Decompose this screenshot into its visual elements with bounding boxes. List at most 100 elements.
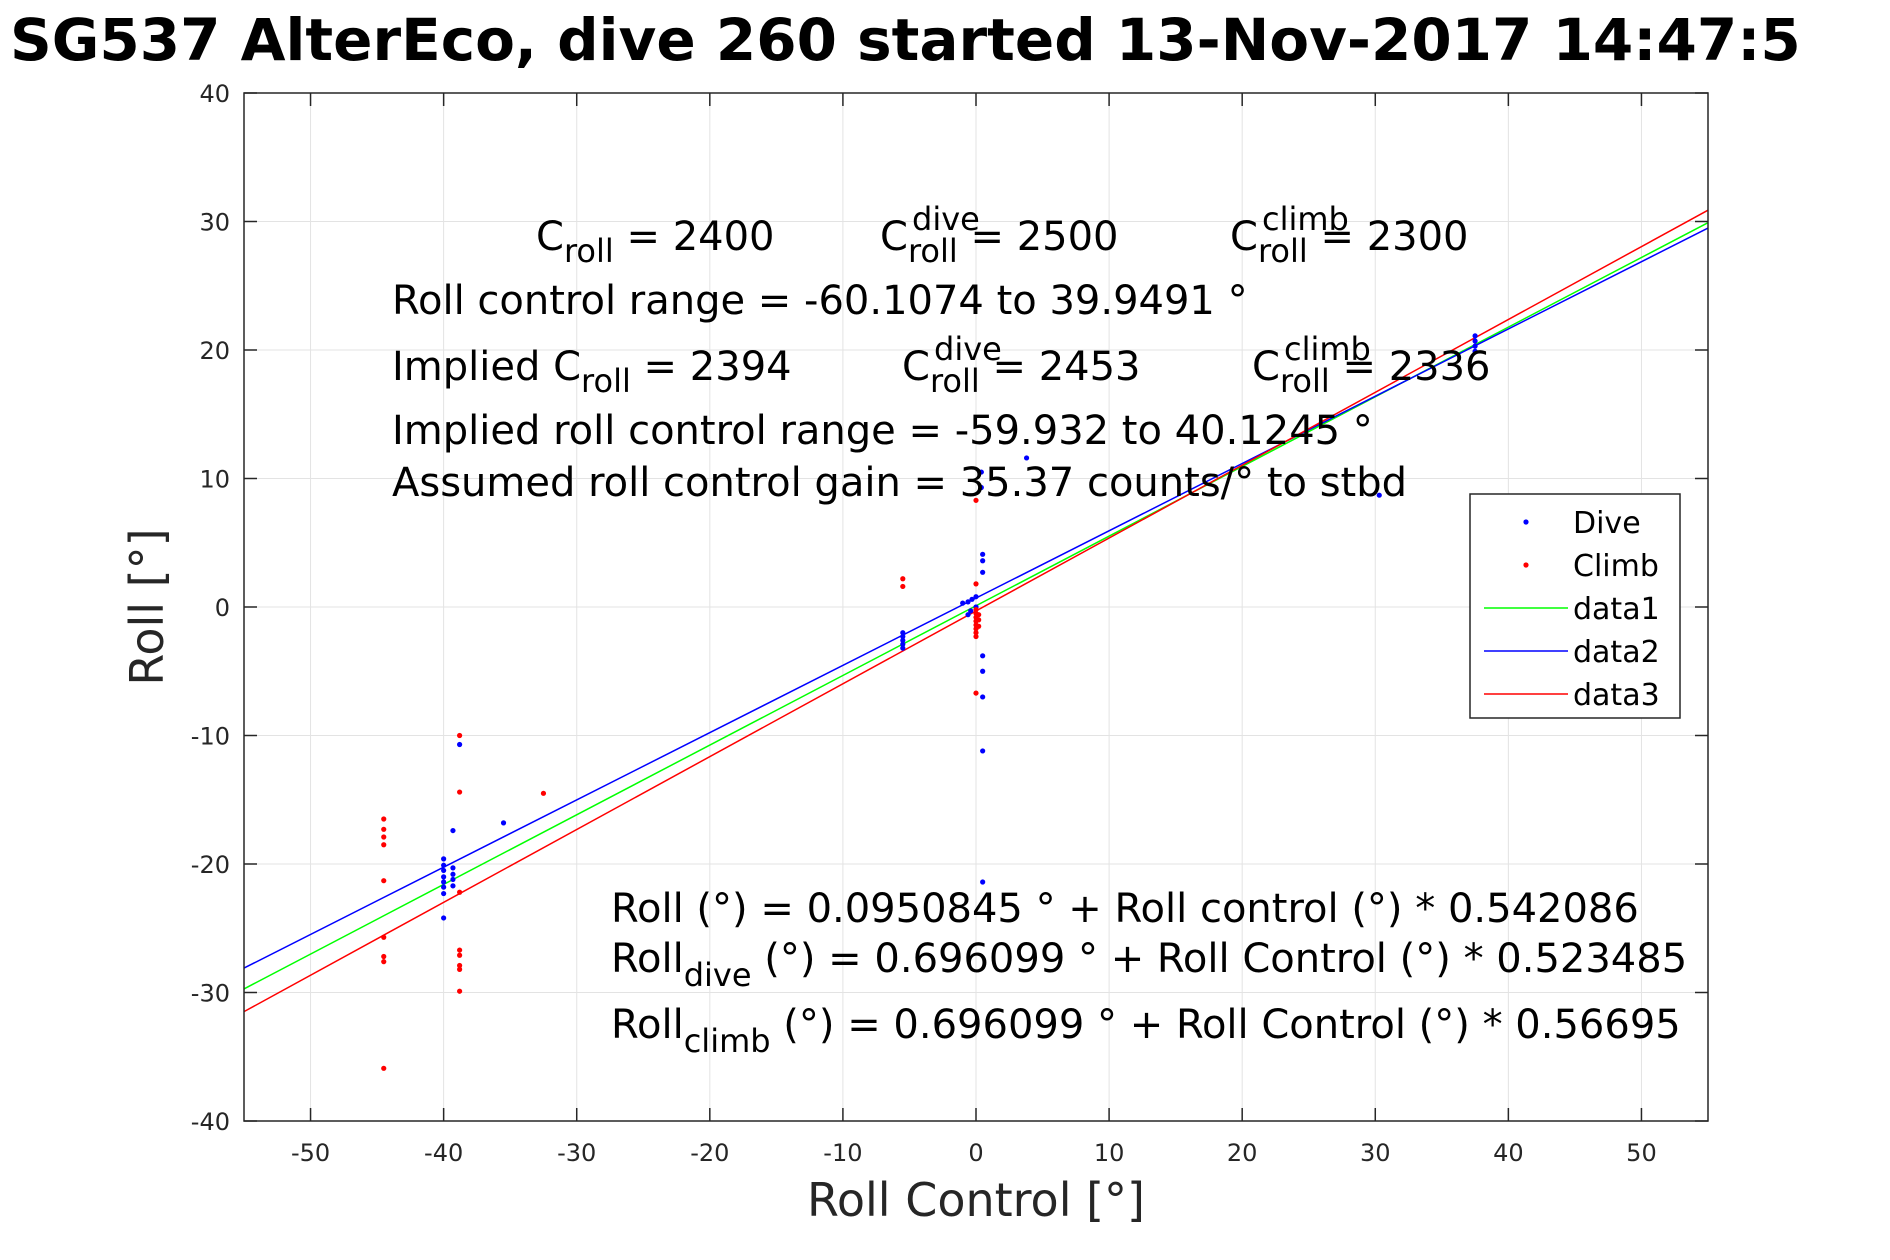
point-dive (450, 883, 456, 889)
point-climb (381, 1065, 387, 1071)
point-dive (968, 608, 974, 614)
point-climb (457, 988, 463, 994)
point-dive (450, 871, 456, 877)
legend-label-data3: data3 (1573, 678, 1660, 713)
point-climb (381, 953, 387, 960)
point-dive (980, 653, 986, 659)
plot-frame (243, 92, 1709, 1122)
point-dive (441, 884, 447, 890)
point-climb (976, 612, 982, 618)
point-dive (450, 865, 456, 871)
y-tick-label: 30 (199, 209, 230, 237)
point-climb (973, 606, 979, 613)
point-dive (441, 874, 447, 880)
legend-label-climb: Climb (1573, 549, 1659, 584)
point-dive (900, 637, 906, 644)
point-dive (980, 668, 986, 674)
point-dive (1376, 492, 1382, 498)
implied-climb-sup: climb (1284, 330, 1371, 368)
point-dive (900, 633, 906, 640)
point-climb (457, 889, 463, 895)
c-roll-text: Croll = 2400 (536, 214, 775, 270)
legend: Dive Climb data1 data2 data3 (1469, 493, 1681, 719)
point-dive (965, 599, 971, 605)
legend-box (1469, 493, 1681, 719)
x-tick-label: 30 (1360, 1139, 1391, 1167)
point-dive (980, 694, 986, 700)
point-dive (450, 876, 456, 883)
y-tick-label: -10 (191, 723, 230, 751)
x-tick-label: 10 (1094, 1139, 1125, 1167)
point-climb (381, 826, 387, 832)
point-dive (960, 600, 966, 606)
point-dive (969, 596, 975, 602)
x-tick-label: -10 (823, 1139, 862, 1167)
fit-all-text: Roll (°) = 0.0950845 ° + Roll control (°… (611, 886, 1639, 932)
point-dive (980, 879, 986, 885)
x-tick-label: 0 (968, 1139, 983, 1167)
point-dive (980, 558, 986, 564)
point-dive (980, 569, 986, 575)
point-dive (973, 594, 979, 600)
x-tick-label: -30 (557, 1139, 596, 1167)
point-climb (973, 633, 979, 640)
point-dive (441, 862, 447, 868)
point-dive (441, 879, 447, 885)
legend-marker-dive (1523, 519, 1529, 525)
control-range-text: Roll control range = -60.1074 to 39.9491… (392, 278, 1248, 324)
y-tick-label: 40 (199, 80, 230, 108)
point-dive (1023, 455, 1030, 461)
legend-label-data2: data2 (1573, 635, 1660, 670)
x-tick-label: -40 (424, 1139, 463, 1167)
y-tick-label: 10 (199, 466, 230, 494)
legend-marker-climb (1523, 562, 1529, 568)
point-climb (540, 790, 547, 796)
x-axis-label: Roll Control [°] (807, 1173, 1145, 1227)
legend-label-dive: Dive (1573, 506, 1641, 541)
c-roll-dive-sup: dive (912, 200, 980, 238)
point-climb (381, 842, 387, 848)
point-dive (1472, 333, 1478, 339)
x-tick-label: 20 (1227, 1139, 1258, 1167)
point-dive (1472, 338, 1478, 344)
point-dive (441, 856, 447, 862)
chart-title: SG537 AlterEco, dive 260 started 13-Nov-… (10, 6, 1801, 74)
point-climb (900, 576, 906, 582)
point-dive (450, 827, 456, 834)
point-climb (457, 789, 463, 795)
implied-range-text: Implied roll control range = -59.932 to … (392, 408, 1373, 454)
x-tick-label: 50 (1626, 1139, 1657, 1167)
y-tick-label: -30 (191, 980, 230, 1008)
point-dive (978, 469, 984, 475)
point-dive (978, 484, 984, 491)
y-axis-label: Roll [°] (120, 528, 174, 685)
point-climb (973, 497, 979, 503)
point-climb (381, 959, 387, 965)
point-dive (980, 551, 986, 557)
implied-climb-text: Croll = 2336 (1252, 344, 1491, 400)
point-climb (457, 732, 463, 739)
point-climb (976, 623, 982, 629)
fit-climb-text: Rollclimb (°) = 0.696099 ° + Roll Contro… (611, 1002, 1681, 1060)
implied-c-roll-text: Implied Croll = 2394 (392, 344, 792, 400)
point-climb (381, 834, 387, 840)
point-dive (441, 890, 447, 897)
point-dive (900, 630, 906, 636)
implied-dive-sup: dive (934, 330, 1002, 368)
c-roll-climb-text: Croll = 2300 (1230, 214, 1469, 270)
axis-ticks: -50 -40 -30 -20 -10 0 10 20 30 40 50 -40 -30 -20 -10 0 1… (191, 80, 1708, 1167)
point-dive (980, 748, 986, 754)
x-tick-label: -50 (291, 1139, 330, 1167)
y-tick-label: 0 (215, 594, 230, 622)
point-dive (500, 820, 507, 826)
y-tick-label: 20 (199, 337, 230, 365)
point-dive (900, 645, 906, 651)
data-points (381, 333, 1478, 1071)
point-dive (1472, 343, 1478, 349)
point-dive (1472, 348, 1478, 354)
legend-label-data1: data1 (1573, 592, 1660, 627)
x-tick-label: -20 (690, 1139, 729, 1167)
x-tick-label: 40 (1493, 1139, 1524, 1167)
y-tick-label: -40 (191, 1108, 230, 1136)
